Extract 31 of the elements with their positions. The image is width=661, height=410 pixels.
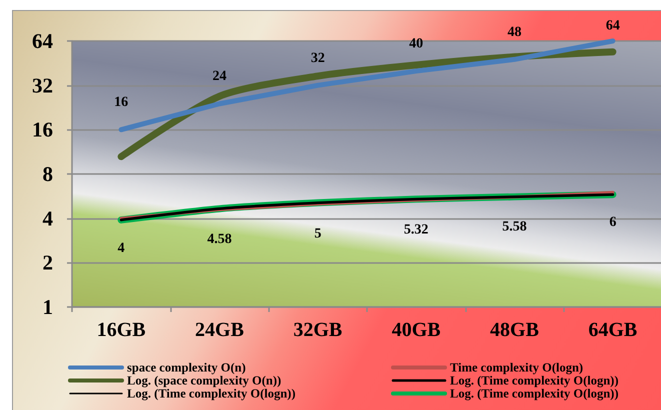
y-tick-label: 2 bbox=[42, 250, 53, 275]
y-tick-label: 32 bbox=[32, 73, 53, 98]
legend-label: space complexity O(n) bbox=[127, 360, 246, 374]
legend-label: Log. (Time complexity O(logn)) bbox=[450, 374, 618, 388]
data-label: 32 bbox=[310, 50, 325, 66]
x-tick-label: 40GB bbox=[392, 319, 441, 341]
data-label: 64 bbox=[606, 18, 620, 34]
x-tick-label: 32GB bbox=[293, 319, 342, 341]
data-label: 5.58 bbox=[502, 220, 527, 235]
data-label: 48 bbox=[508, 24, 522, 40]
x-tick-label: 48GB bbox=[490, 319, 539, 341]
data-label: 5 bbox=[314, 226, 322, 242]
legend-label: Log. (Time complexity O(logn)) bbox=[450, 386, 618, 400]
data-label: 6 bbox=[609, 214, 616, 230]
data-label: 16 bbox=[114, 95, 128, 110]
y-tick-label: 8 bbox=[42, 162, 53, 186]
x-tick-label: 24GB bbox=[195, 319, 244, 341]
y-tick-label: 64 bbox=[32, 29, 54, 53]
data-label: 24 bbox=[212, 69, 226, 84]
x-tick-label: 16GB bbox=[96, 319, 146, 341]
y-tick-label: 4 bbox=[42, 206, 54, 230]
legend-label: Time complexity O(logn) bbox=[450, 360, 584, 374]
x-tick-label: 64GB bbox=[588, 319, 638, 341]
legend-label: Log. (space complexity O(n)) bbox=[127, 374, 282, 388]
y-tick-label: 1 bbox=[42, 295, 53, 319]
data-label: 40 bbox=[409, 36, 424, 52]
data-label: 4.58 bbox=[207, 232, 232, 248]
data-label: 5.32 bbox=[404, 222, 428, 238]
y-tick-label: 16 bbox=[32, 118, 53, 142]
legend-label: Log. (Time complexity O(logn)) bbox=[127, 386, 296, 400]
data-label: 4 bbox=[118, 240, 125, 256]
